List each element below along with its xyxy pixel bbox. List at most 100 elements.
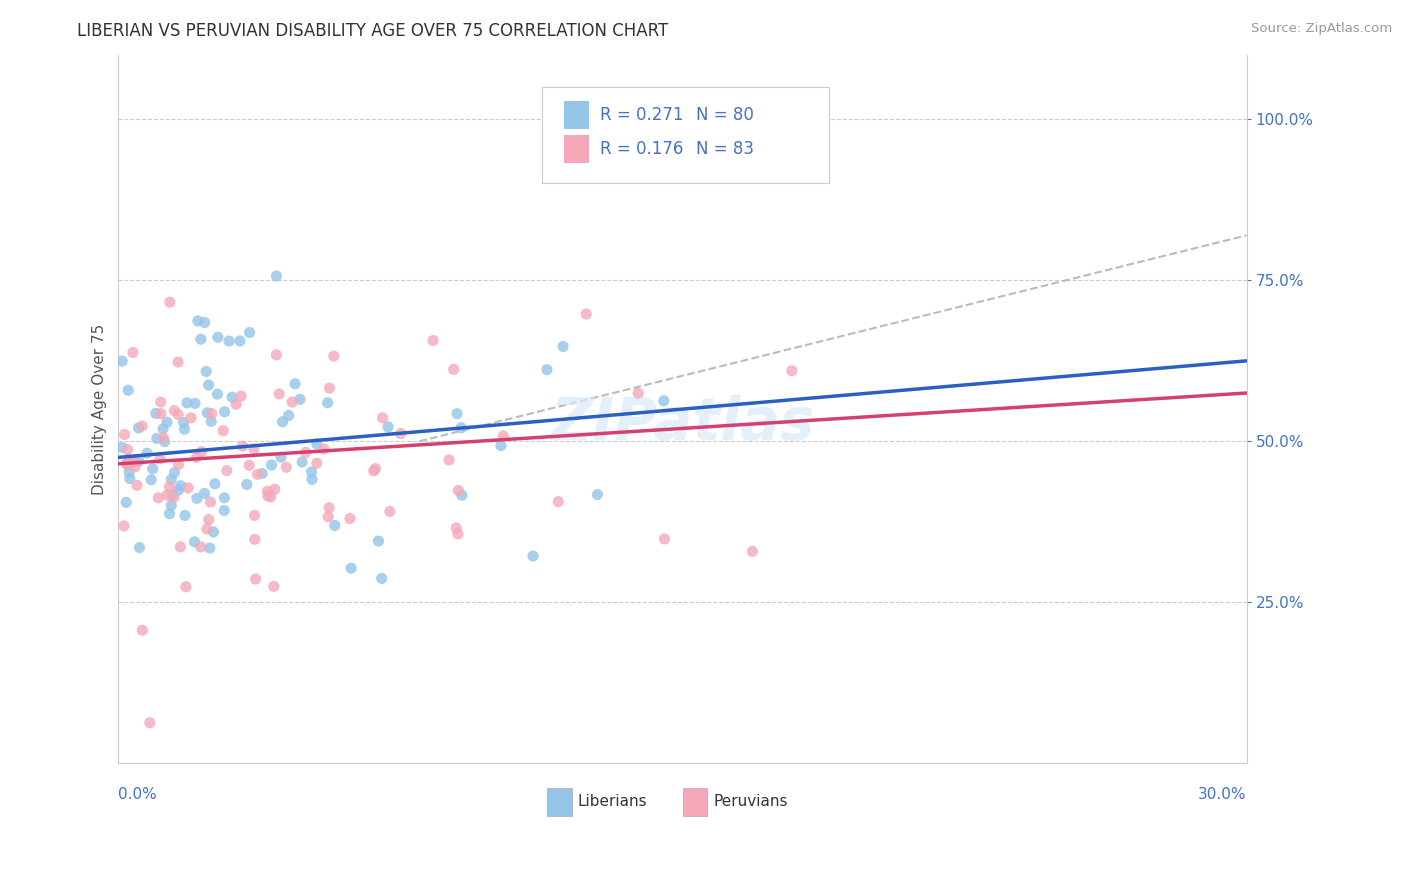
Text: Source: ZipAtlas.com: Source: ZipAtlas.com — [1251, 22, 1392, 36]
Point — [115, 495, 138, 509]
Point — [322, 349, 344, 363]
Point — [238, 458, 260, 473]
Point — [131, 624, 153, 638]
Text: Peruvians: Peruvians — [713, 795, 787, 809]
Point — [114, 427, 136, 442]
Point — [263, 482, 285, 496]
Point — [117, 457, 139, 471]
Point — [145, 406, 167, 420]
Point — [190, 332, 212, 346]
Point — [117, 442, 139, 457]
Point — [152, 431, 174, 445]
Point — [291, 455, 314, 469]
Point — [312, 442, 335, 456]
Point — [627, 386, 650, 401]
Point — [301, 465, 323, 479]
Point — [229, 334, 252, 348]
Point — [339, 511, 361, 525]
Point — [197, 512, 219, 526]
Point — [122, 345, 145, 359]
Point — [492, 429, 515, 443]
Point — [200, 495, 222, 509]
Point — [174, 508, 197, 523]
Point — [173, 422, 195, 436]
Point — [260, 490, 283, 504]
Text: 30.0%: 30.0% — [1198, 788, 1247, 803]
Point — [451, 488, 474, 502]
Point — [201, 407, 224, 421]
Point — [489, 438, 512, 452]
Point — [198, 541, 221, 556]
Point — [281, 395, 304, 409]
Point — [193, 486, 215, 500]
Point — [156, 488, 179, 502]
Point — [389, 426, 412, 441]
Point — [522, 549, 544, 563]
Point — [169, 479, 191, 493]
Point — [586, 487, 609, 501]
Point — [214, 405, 236, 419]
Point — [447, 483, 470, 498]
Point — [150, 407, 173, 421]
Point — [183, 534, 205, 549]
Point — [207, 387, 229, 401]
Point — [215, 464, 238, 478]
Point — [246, 467, 269, 482]
Point — [316, 396, 339, 410]
Point — [277, 409, 299, 423]
Point — [124, 459, 146, 474]
Point — [229, 389, 252, 403]
Point — [190, 444, 212, 458]
Point — [174, 580, 197, 594]
Point — [156, 415, 179, 429]
Point — [167, 458, 190, 472]
Point — [173, 416, 195, 430]
Point — [363, 464, 385, 478]
Text: ZIPatlas: ZIPatlas — [550, 395, 815, 451]
Point — [190, 540, 212, 554]
Point — [135, 446, 157, 460]
Point — [180, 410, 202, 425]
Point — [142, 462, 165, 476]
Point — [270, 450, 292, 465]
Point — [163, 466, 186, 480]
Point — [122, 455, 145, 469]
Point — [446, 521, 468, 535]
Point — [163, 491, 186, 505]
Bar — [682, 788, 707, 816]
Point — [437, 453, 460, 467]
Point — [536, 362, 558, 376]
Point — [117, 452, 139, 467]
Point — [148, 491, 170, 505]
Point — [316, 509, 339, 524]
Point — [186, 450, 208, 465]
Point — [305, 437, 328, 451]
Point — [141, 473, 163, 487]
Point — [364, 461, 387, 475]
Point — [128, 454, 150, 468]
Point — [167, 408, 190, 422]
Point — [780, 364, 803, 378]
Bar — [564, 135, 589, 163]
Point — [169, 540, 191, 554]
Point — [266, 268, 288, 283]
Text: Liberians: Liberians — [578, 795, 647, 809]
Point — [284, 376, 307, 391]
Point — [301, 472, 323, 486]
Point — [128, 541, 150, 555]
Point — [117, 384, 139, 398]
Point — [176, 396, 198, 410]
Point — [184, 396, 207, 410]
Y-axis label: Disability Age Over 75: Disability Age Over 75 — [93, 324, 107, 495]
Point — [112, 519, 135, 533]
Point — [252, 467, 274, 481]
Point — [231, 439, 253, 453]
Point — [446, 407, 468, 421]
Point — [118, 472, 141, 486]
Point — [159, 295, 181, 310]
Point — [149, 451, 172, 466]
Point — [318, 381, 340, 395]
Point — [294, 445, 316, 459]
Point — [204, 476, 226, 491]
Point — [200, 414, 222, 428]
